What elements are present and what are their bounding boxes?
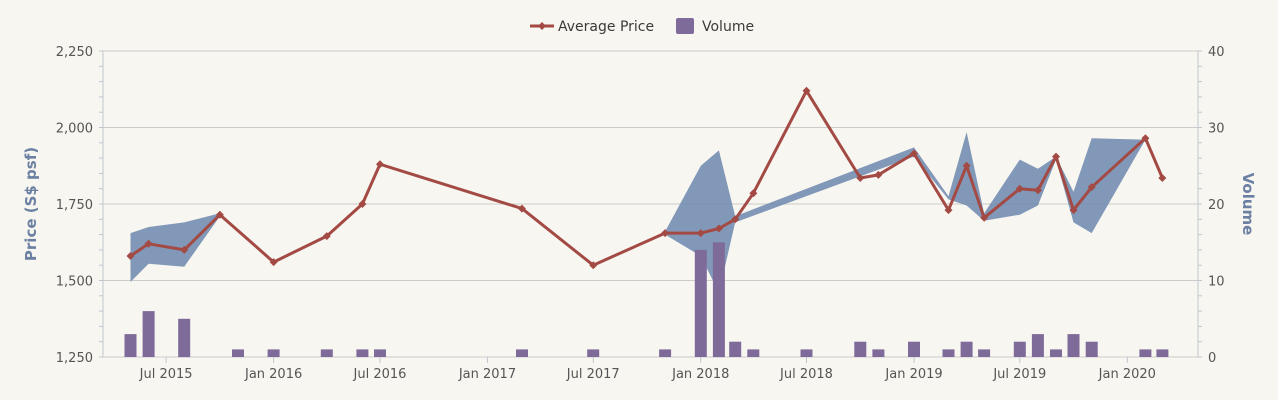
volume-bar[interactable] — [320, 349, 333, 357]
price-point[interactable] — [517, 204, 526, 213]
volume-bar[interactable] — [729, 341, 742, 357]
legend-item-volume[interactable]: Volume — [676, 18, 754, 35]
volume-bar[interactable] — [978, 349, 991, 357]
y-right-tick-label: 0 — [1208, 351, 1216, 366]
price-point[interactable] — [322, 232, 331, 241]
volume-bar[interactable] — [1031, 334, 1044, 357]
y-left-tick-label: 2,000 — [56, 122, 93, 137]
price-point[interactable] — [749, 189, 758, 198]
price-point[interactable] — [731, 215, 740, 224]
price-point[interactable] — [962, 161, 971, 170]
volume-bar[interactable] — [872, 349, 885, 357]
price-point[interactable] — [358, 200, 367, 208]
average-price-line — [126, 86, 1167, 270]
y-left-tick-label: 2,250 — [56, 45, 93, 60]
x-tick-label: Jul 2015 — [139, 367, 193, 382]
y-right-tick-label: 30 — [1208, 122, 1225, 137]
volume-bar[interactable] — [960, 341, 973, 357]
price-point[interactable] — [714, 224, 723, 233]
x-tick-label: Jan 2016 — [244, 367, 302, 382]
volume-bar[interactable] — [854, 341, 867, 357]
x-tick-label: Jul 2018 — [779, 367, 833, 382]
x-tick-label: Jan 2017 — [458, 367, 516, 382]
price-point[interactable] — [375, 160, 384, 169]
y-left-tick-label: 1,500 — [56, 275, 93, 290]
price-point[interactable] — [802, 86, 811, 95]
volume-bar[interactable] — [267, 349, 280, 357]
volume-bar[interactable] — [942, 349, 955, 357]
price-point[interactable] — [1069, 206, 1078, 215]
price-range-band — [130, 132, 1146, 293]
price-point[interactable] — [144, 239, 153, 248]
volume-bar[interactable] — [694, 249, 707, 357]
price-point[interactable] — [1033, 186, 1042, 195]
legend: Average Price Volume — [530, 18, 754, 35]
price-point[interactable] — [856, 173, 865, 182]
volume-bar[interactable] — [232, 349, 244, 357]
volume-bar[interactable] — [1085, 341, 1098, 357]
x-tick-label: Jul 2016 — [353, 367, 407, 382]
axes: 1,250 1,500 1,750 2,000 2,250 0 10 20 30 40 Jul 20… — [56, 45, 1225, 382]
price-point[interactable] — [269, 258, 278, 267]
price-point[interactable] — [980, 213, 989, 222]
x-tick-label: Jan 2020 — [1098, 367, 1156, 382]
volume-bar[interactable] — [178, 318, 191, 358]
volume-bar[interactable] — [374, 349, 386, 357]
price-point[interactable] — [910, 149, 919, 158]
y-right-tick-label: 20 — [1208, 198, 1225, 213]
y-left-tick-label: 1,750 — [56, 198, 93, 213]
price-point[interactable] — [1052, 152, 1061, 161]
y-left-tick-label: 1,250 — [56, 351, 93, 366]
legend-label-average-price: Average Price — [558, 19, 654, 35]
y-right-tick-label: 40 — [1208, 45, 1225, 60]
volume-bar[interactable] — [800, 349, 813, 357]
price-point[interactable] — [1015, 184, 1024, 193]
x-tick-label: Jan 2019 — [884, 367, 942, 382]
volume-bar[interactable] — [516, 349, 528, 357]
price-point[interactable] — [126, 252, 135, 261]
price-point[interactable] — [1087, 183, 1096, 192]
volume-bar[interactable] — [587, 349, 600, 357]
x-tick-label: Jan 2018 — [671, 367, 729, 382]
price-point[interactable] — [661, 229, 670, 238]
price-point[interactable] — [1141, 134, 1150, 143]
price-point[interactable] — [944, 206, 953, 215]
legend-item-average-price[interactable]: Average Price — [530, 19, 654, 35]
price-range-area-2018-2020 — [665, 132, 1146, 293]
volume-bar[interactable] — [747, 349, 760, 357]
price-point[interactable] — [874, 170, 883, 179]
price-point[interactable] — [1158, 173, 1167, 182]
x-tick-label: Jul 2019 — [992, 367, 1046, 382]
volume-bar[interactable] — [1050, 349, 1062, 357]
price-point[interactable] — [215, 210, 224, 219]
volume-bar[interactable] — [124, 334, 137, 357]
volume-bar[interactable] — [1067, 334, 1080, 357]
volume-bar[interactable] — [142, 311, 155, 357]
volume-bar[interactable] — [908, 341, 920, 357]
y-right-tick-label: 10 — [1208, 275, 1225, 290]
volume-bar[interactable] — [1139, 349, 1152, 357]
y-left-axis-title: Price (S$ psf) — [22, 147, 40, 261]
x-tick-label: Jul 2017 — [566, 367, 620, 382]
volume-bar[interactable] — [1013, 341, 1026, 357]
volume-bar[interactable] — [356, 349, 369, 357]
price-point[interactable] — [696, 229, 705, 238]
price-point[interactable] — [180, 245, 189, 254]
price-point[interactable] — [589, 261, 598, 270]
volume-bars — [124, 242, 1169, 358]
y-right-axis-title: Volume — [1239, 173, 1257, 236]
volume-bar[interactable] — [712, 242, 725, 358]
volume-bar[interactable] — [1156, 349, 1169, 357]
volume-bar[interactable] — [659, 349, 672, 357]
legend-label-volume: Volume — [702, 19, 754, 35]
